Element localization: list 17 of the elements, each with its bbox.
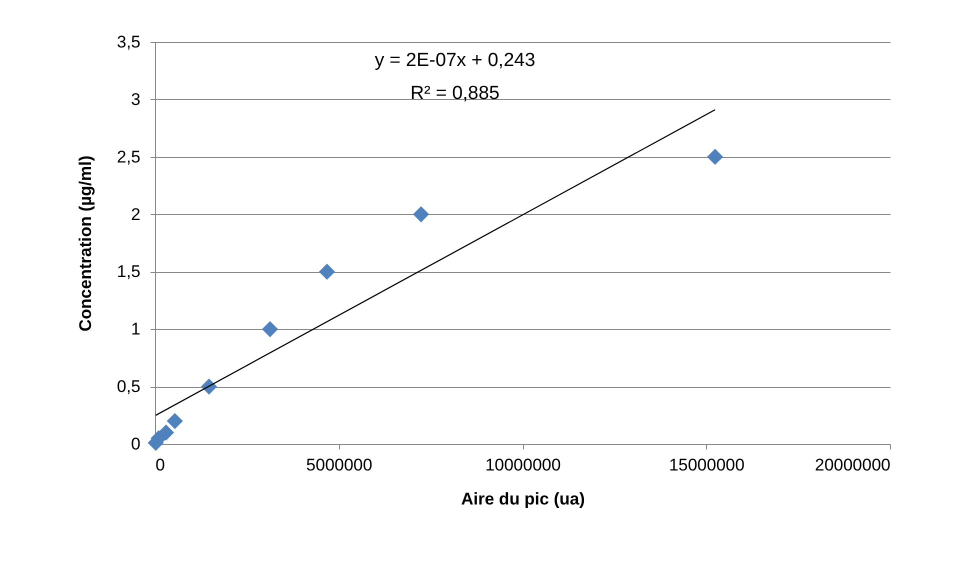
y-tick-label: 0,5 <box>116 377 140 396</box>
y-tick-label: 1 <box>131 320 140 339</box>
annotation: R² = 0,885 <box>410 83 500 104</box>
y-tick-label: 2 <box>131 204 140 224</box>
y-axis-title: Concentration (µg/ml) <box>76 155 95 332</box>
y-tick-label: 2,5 <box>116 147 140 166</box>
x-tick-label: 0 <box>156 456 165 474</box>
y-tick-label: 0 <box>131 434 140 454</box>
x-tick-label: 15000000 <box>668 456 745 474</box>
x-tick-label: 5000000 <box>306 456 372 474</box>
annotation: y = 2E-07x + 0,243 <box>374 50 536 71</box>
x-tick-label: 20000000 <box>814 456 890 474</box>
y-tick-label: 3,5 <box>116 32 140 52</box>
x-tick-label: 10000000 <box>485 456 561 474</box>
x-axis-title: Aire du pic (ua) <box>461 490 585 508</box>
y-tick-label: 1,5 <box>116 262 140 282</box>
y-tick-label: 3 <box>131 90 140 109</box>
